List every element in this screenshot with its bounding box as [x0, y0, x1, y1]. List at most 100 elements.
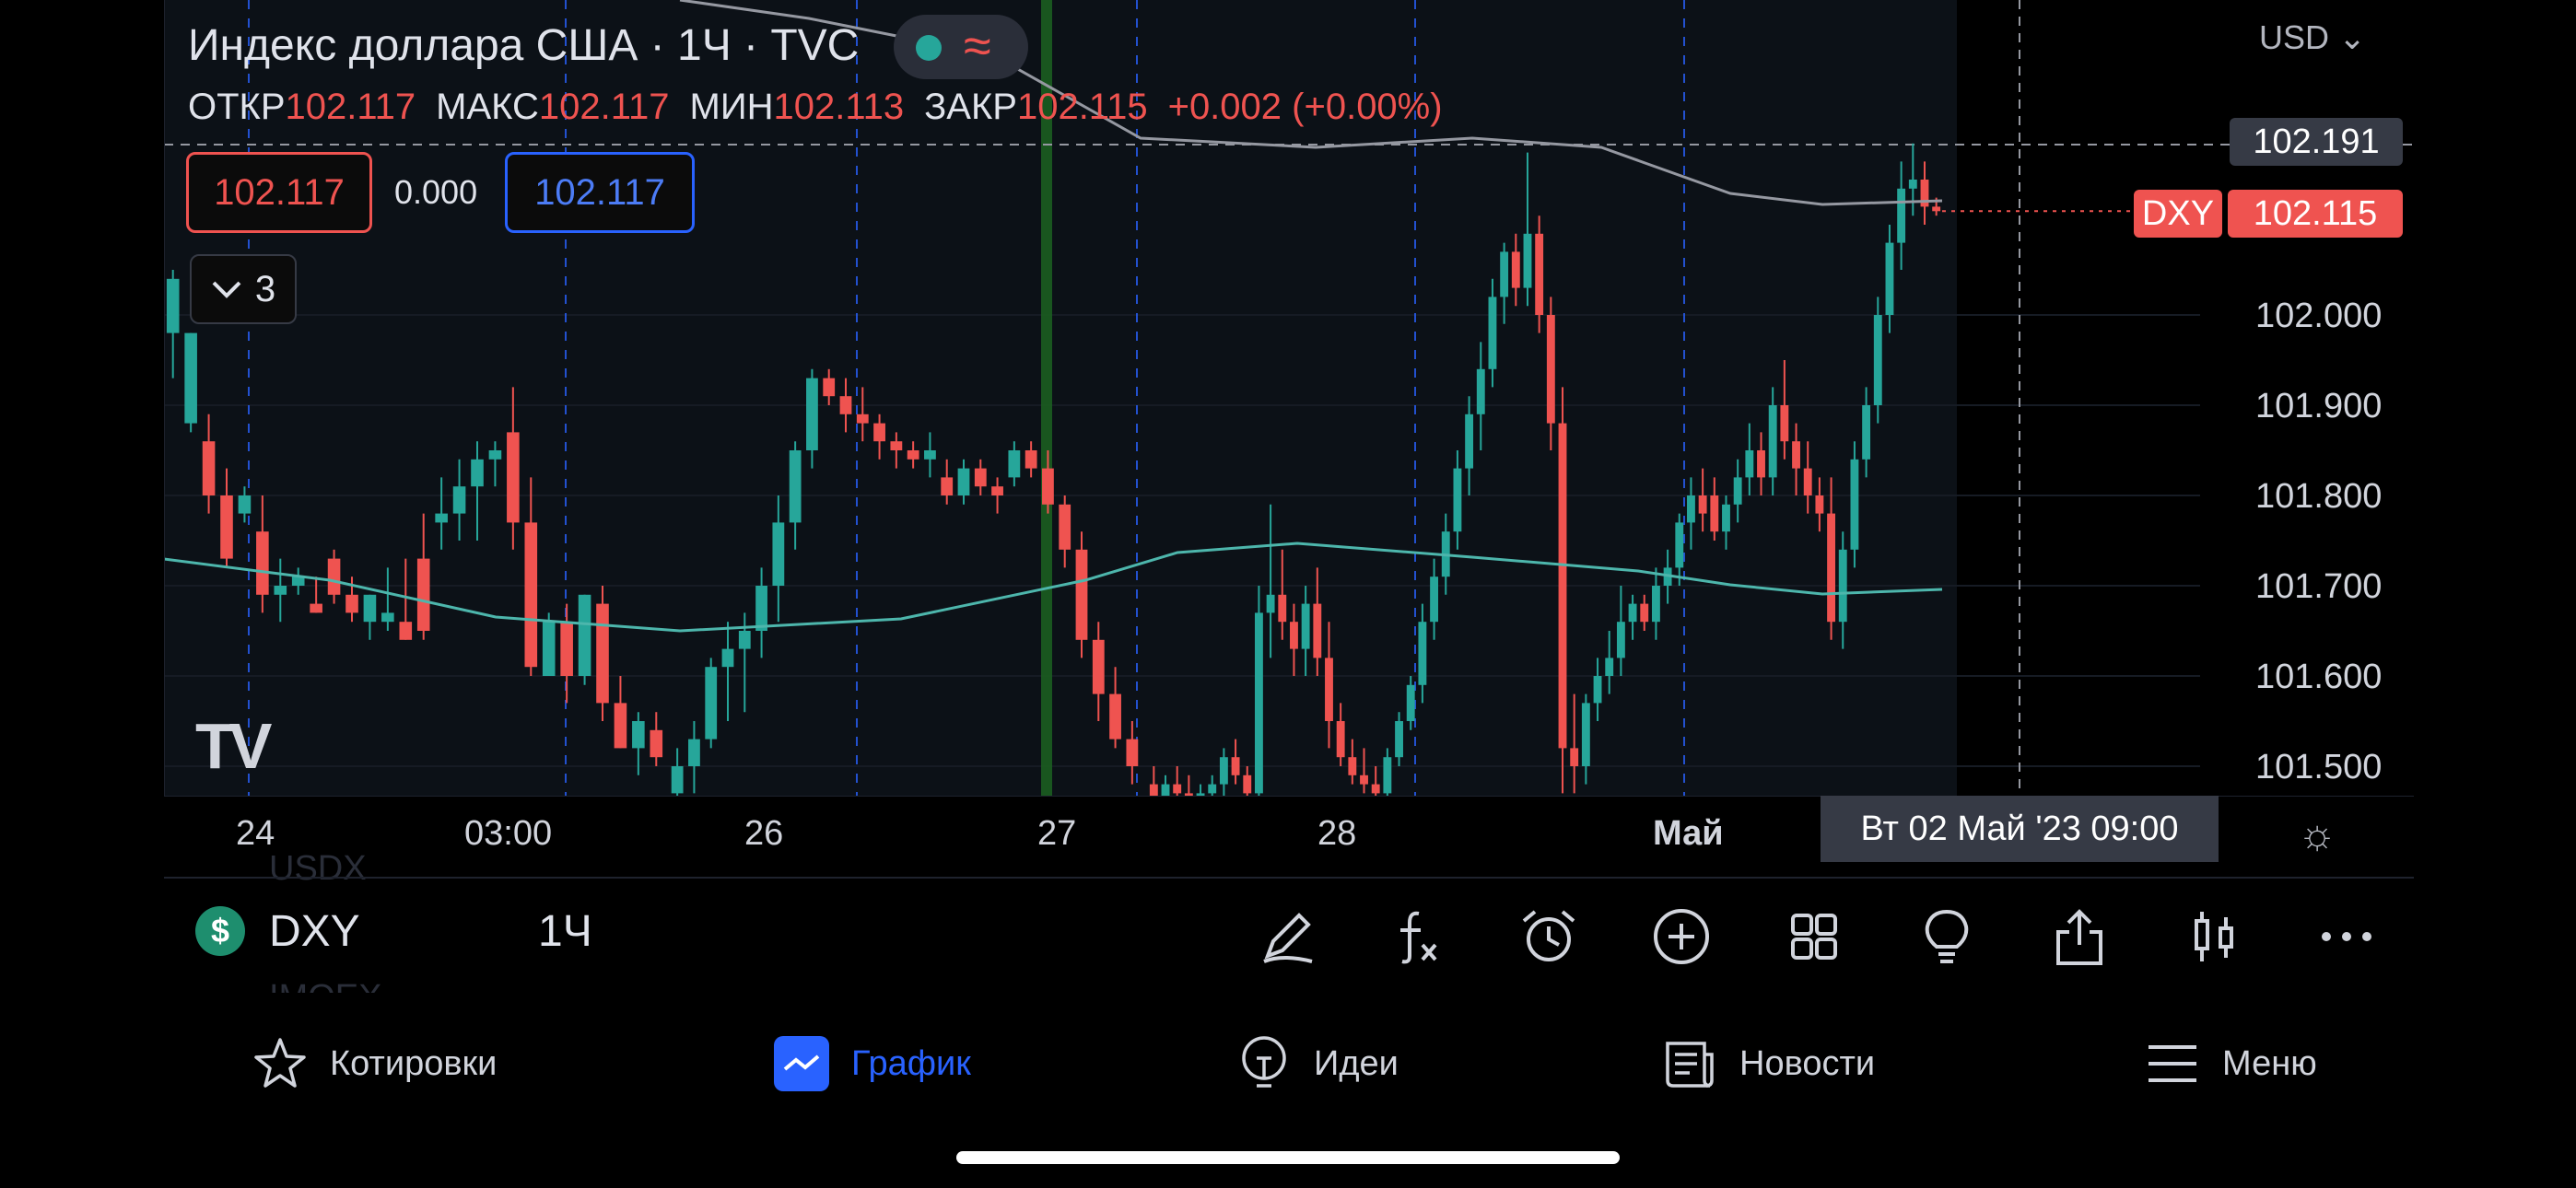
candle-body — [1897, 188, 1906, 243]
tab-news[interactable]: Новости — [1660, 1031, 1875, 1096]
tab-label: Котировки — [330, 1043, 498, 1083]
candle-body — [806, 378, 818, 450]
candle-body — [1313, 603, 1322, 658]
candle-body — [1862, 405, 1871, 460]
candle-body — [839, 396, 852, 414]
candle-body — [1757, 450, 1765, 478]
y-axis-tick: 101.800 — [2255, 477, 2383, 516]
candle-body — [1348, 757, 1357, 775]
candle-body — [957, 468, 970, 495]
candle-body — [1640, 603, 1649, 623]
candle-body — [416, 558, 430, 631]
watchlist-ghost-item: USDX — [269, 849, 367, 888]
tab-label: Новости — [1739, 1043, 1876, 1083]
home-indicator[interactable] — [956, 1151, 1620, 1164]
candle-body — [1453, 468, 1462, 532]
currency-selector[interactable]: USD ⌄ — [2259, 18, 2366, 57]
tab-menu[interactable]: Меню — [2143, 1031, 2317, 1096]
candle-body — [1008, 450, 1021, 478]
market-status-pill[interactable]: ≈ — [894, 15, 1028, 79]
candle-body — [1710, 495, 1719, 532]
chart-icon — [772, 1034, 831, 1093]
candle-body — [941, 477, 954, 495]
chevron-down-icon: ⌄ — [2338, 18, 2367, 56]
open-label: ОТКР — [188, 87, 286, 127]
x-axis-tick: 03:00 — [464, 814, 553, 853]
price-chart[interactable] — [164, 0, 2414, 797]
chart-area[interactable] — [164, 0, 2414, 797]
candle-body — [1042, 468, 1054, 505]
candle-body — [1581, 703, 1590, 766]
candle-body — [345, 594, 358, 613]
y-axis-tick: 101.600 — [2255, 658, 2383, 696]
candle-body — [1208, 784, 1217, 794]
candle-body — [1628, 603, 1637, 623]
pen-icon[interactable] — [1255, 904, 1319, 969]
tradingview-logo-icon: TV — [195, 710, 272, 782]
tab-label: Идеи — [1314, 1043, 1399, 1083]
candle-body — [1873, 315, 1882, 405]
symbol-price-tag: DXY — [2134, 190, 2222, 238]
candle-body — [1838, 549, 1847, 623]
x-axis-tick: 24 — [236, 814, 275, 853]
candle-body — [381, 612, 394, 623]
candle-body — [578, 594, 591, 676]
candle-body — [310, 603, 322, 613]
candle-body — [1920, 180, 1929, 207]
interval-button[interactable]: 1Ч — [538, 907, 592, 956]
candle-body — [991, 486, 1003, 495]
candle-body — [772, 522, 785, 586]
candle-body — [1651, 586, 1660, 623]
chart-title[interactable]: Индекс доллара США · 1Ч · TVC — [188, 21, 860, 70]
candle-body — [907, 450, 919, 460]
candles-icon[interactable] — [2182, 904, 2246, 969]
candle-body — [524, 522, 538, 668]
x-axis-tick: 27 — [1037, 814, 1077, 853]
grid-icon[interactable] — [1782, 904, 1846, 969]
tab-chart[interactable]: График — [772, 1031, 971, 1096]
candle-body — [1161, 784, 1170, 797]
plus-circle-icon[interactable] — [1649, 904, 1714, 969]
candle-body — [452, 486, 466, 514]
close-label: ЗАКР — [924, 87, 1017, 127]
candle-body — [1535, 233, 1544, 315]
symbol-search-button[interactable]: DXY — [269, 907, 360, 956]
candle-body — [1722, 504, 1730, 532]
open-value: 102.117 — [285, 87, 416, 127]
candle-body — [471, 459, 484, 487]
currency-label: USD — [2259, 18, 2330, 56]
candle-body — [1687, 495, 1695, 523]
share-icon[interactable] — [2047, 904, 2112, 969]
fx-icon[interactable] — [1386, 904, 1450, 969]
sell-button[interactable]: 102.117 — [186, 152, 372, 233]
candle-body — [542, 622, 556, 676]
candle-body — [1850, 459, 1859, 550]
candle-body — [1827, 513, 1836, 623]
tab-quotes[interactable]: Котировки — [251, 1031, 497, 1096]
candle-body — [688, 739, 700, 766]
candle-body — [1231, 757, 1240, 775]
candle-body — [256, 531, 269, 595]
high-label: МАКС — [436, 87, 539, 127]
candle-body — [1908, 180, 1917, 189]
candle-body — [435, 513, 448, 523]
alarm-icon[interactable] — [1516, 904, 1581, 969]
candle-body — [650, 729, 663, 758]
candle-body — [614, 703, 627, 749]
bulb-icon[interactable] — [1914, 904, 1979, 969]
indicators-collapse-button[interactable]: 3 — [190, 254, 297, 324]
candle-body — [1593, 676, 1602, 704]
candle-body — [1476, 368, 1485, 414]
tab-ideas[interactable]: Идеи — [1235, 1031, 1399, 1096]
y-axis-tick: 101.900 — [2255, 387, 2383, 425]
moving-average-fast — [164, 542, 1943, 633]
last-price-tag: 102.115 — [2228, 190, 2403, 238]
more-icon[interactable] — [2314, 904, 2379, 969]
candle-body — [1792, 441, 1800, 469]
candle-body — [1219, 757, 1228, 785]
candle-body — [1745, 450, 1754, 478]
data-delay-icon: ≈ — [964, 18, 991, 74]
chart-settings-icon[interactable]: ☼ — [2298, 809, 2337, 857]
candle-body — [488, 450, 502, 460]
buy-button[interactable]: 102.117 — [505, 152, 695, 233]
